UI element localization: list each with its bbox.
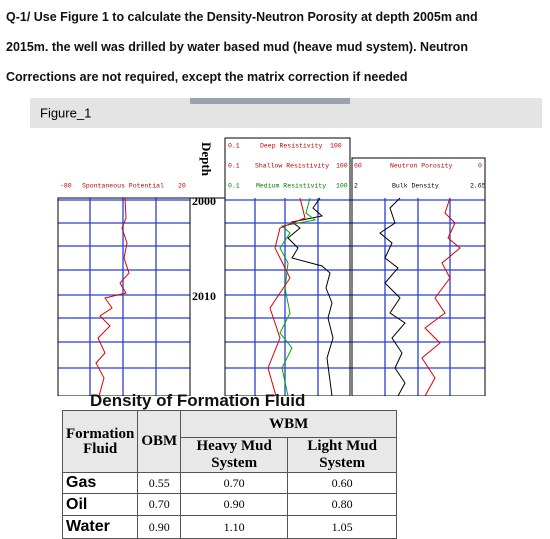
- header-min: 0.1: [228, 163, 240, 170]
- cell: 0.60: [287, 472, 398, 494]
- header-min: 2: [354, 183, 358, 190]
- header-row: Formation Fluid OBM WBM: [61, 410, 398, 473]
- question-line: Corrections are not required, except the…: [6, 70, 408, 84]
- header-name: Bulk Density: [392, 183, 439, 190]
- headers: 0.1 Deep Resistivity 100 0.1 Shallow Res…: [60, 143, 486, 190]
- depth-label: 2010: [192, 289, 216, 303]
- header-max: 0: [478, 163, 482, 170]
- header-name: Neutron Porosity: [390, 163, 453, 170]
- figure: Figure_1 0.1 Deep Resistivity 100 0.1 Sh…: [30, 98, 542, 396]
- header-cell: Heavy Mud System: [180, 437, 289, 473]
- row: Water 0.90 1.10 1.05: [61, 515, 398, 539]
- cell: 0.90: [137, 515, 182, 539]
- cell: 0.55: [137, 472, 182, 494]
- header-max: 2.65: [470, 183, 486, 190]
- header-cell: WBM: [180, 410, 398, 438]
- header-min: 60: [354, 163, 362, 170]
- header-max: 100: [336, 183, 348, 190]
- header-cell: Light Mud System: [287, 437, 398, 473]
- depth-label: 2000: [192, 194, 216, 208]
- header-min: 0.1: [228, 143, 240, 150]
- question-line: Q-1/ Use Figure 1 to calculate the Densi…: [6, 10, 478, 24]
- track-borders: [57, 137, 486, 396]
- header-cell: Formation Fluid: [61, 410, 139, 473]
- header-name: Spontaneous Potential: [82, 183, 164, 190]
- row-label: Oil: [61, 493, 139, 516]
- header-min: 0.1: [228, 183, 240, 190]
- log-curves: [95, 197, 461, 396]
- cell: 0.80: [287, 493, 398, 516]
- header-max: 100: [336, 163, 348, 170]
- header-row: Heavy Mud System Light Mud System: [63, 437, 398, 473]
- cell: 1.10: [180, 515, 289, 539]
- density-table: Formation Fluid OBM WBM Heavy Mud System…: [61, 410, 398, 539]
- row-label: Water: [61, 515, 139, 539]
- cell: 0.70: [137, 493, 182, 516]
- header-name: Deep Resistivity: [260, 143, 323, 150]
- cell: 1.05: [287, 515, 398, 539]
- table-title: Density of Formation Fluid: [90, 391, 306, 410]
- cell: 0.90: [180, 493, 289, 516]
- header-cell: OBM: [137, 410, 182, 473]
- depth-title: Depth: [199, 142, 214, 177]
- row-label: Gas: [61, 472, 139, 494]
- question-line: 2015m. the well was drilled by water bas…: [6, 40, 468, 54]
- header-name: Medium Resistivity: [256, 183, 326, 190]
- figure-label: Figure_1: [40, 105, 91, 120]
- header-max: 20: [178, 183, 186, 190]
- grid: [58, 198, 485, 396]
- toolbar: [190, 98, 350, 104]
- header-max: 100: [330, 143, 342, 150]
- header-name: Shallow Resistivity: [255, 163, 329, 170]
- cell: 0.70: [180, 472, 289, 494]
- row: Oil 0.70 0.90 0.80: [61, 493, 398, 516]
- header-min: -80: [60, 183, 72, 190]
- row: Gas 0.55 0.70 0.60: [61, 472, 398, 494]
